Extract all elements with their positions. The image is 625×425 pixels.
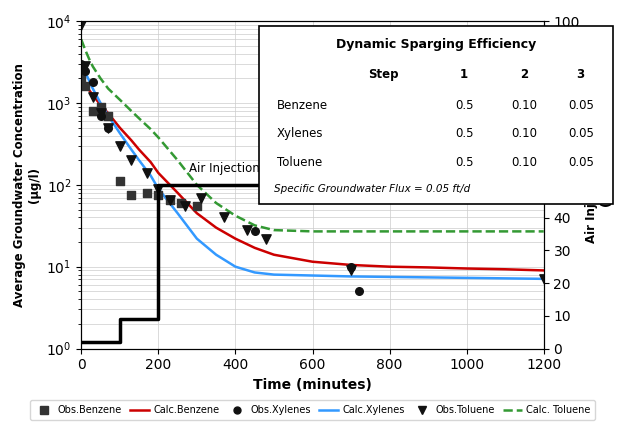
Point — [96, 103, 106, 110]
Point — [539, 276, 549, 283]
Point — [80, 83, 90, 90]
Point — [126, 192, 136, 198]
Point — [103, 112, 113, 119]
X-axis label: Time (minutes): Time (minutes) — [253, 378, 372, 392]
Point — [192, 203, 202, 210]
Point — [346, 267, 356, 274]
Point — [76, 61, 86, 68]
Point — [103, 124, 113, 131]
Point — [115, 142, 125, 149]
Point — [115, 178, 125, 185]
Text: 0.05: 0.05 — [568, 99, 594, 112]
Point — [126, 157, 136, 164]
Text: 2: 2 — [520, 68, 528, 81]
Y-axis label: Average Groundwater Concentration
(μg/l): Average Groundwater Concentration (μg/l) — [12, 63, 41, 307]
Point — [88, 79, 98, 85]
FancyBboxPatch shape — [259, 26, 612, 204]
Text: 1: 1 — [460, 68, 468, 81]
Point — [196, 194, 206, 201]
Text: 0.5: 0.5 — [455, 127, 474, 140]
Text: Step: Step — [368, 68, 398, 81]
Text: 0.10: 0.10 — [511, 127, 538, 140]
Point — [76, 75, 86, 82]
Point — [176, 200, 186, 207]
Text: Toluene: Toluene — [277, 156, 322, 169]
Point — [96, 112, 106, 119]
Point — [165, 197, 175, 204]
Point — [153, 192, 163, 198]
Text: 0.10: 0.10 — [511, 99, 538, 112]
Point — [80, 63, 90, 70]
Text: 0.5: 0.5 — [455, 156, 474, 169]
Point — [96, 110, 106, 117]
Point — [261, 235, 271, 242]
Text: Dynamic Sparging Efficiency: Dynamic Sparging Efficiency — [336, 38, 536, 51]
Text: 0.05: 0.05 — [568, 127, 594, 140]
Text: 3: 3 — [577, 68, 585, 81]
Y-axis label: Air Injection Rate
(scfm): Air Injection Rate (scfm) — [586, 127, 613, 243]
Point — [76, 22, 86, 28]
Point — [354, 288, 364, 295]
Point — [80, 67, 90, 74]
Point — [88, 93, 98, 100]
Point — [142, 190, 152, 196]
Point — [153, 185, 163, 192]
Text: Xylenes: Xylenes — [277, 127, 324, 140]
Text: 0.10: 0.10 — [511, 156, 538, 169]
Point — [181, 203, 191, 210]
Point — [242, 227, 252, 233]
Point — [165, 197, 175, 204]
Text: 0.05: 0.05 — [568, 156, 594, 169]
Point — [346, 264, 356, 270]
Text: Specific Groundwater Flux = 0.05 ft/d: Specific Groundwater Flux = 0.05 ft/d — [274, 184, 470, 194]
Point — [88, 108, 98, 114]
Point — [250, 228, 260, 235]
Text: Air Injection Rate: Air Injection Rate — [189, 162, 291, 175]
Point — [103, 124, 113, 131]
Text: Benzene: Benzene — [277, 99, 328, 112]
Legend: Obs.Benzene, Calc.Benzene, Obs.Xylenes, Calc.Xylenes, Obs.Toluene, Calc. Toluene: Obs.Benzene, Calc.Benzene, Obs.Xylenes, … — [30, 400, 595, 420]
Text: 0.5: 0.5 — [455, 99, 474, 112]
Point — [142, 170, 152, 176]
Point — [219, 214, 229, 221]
